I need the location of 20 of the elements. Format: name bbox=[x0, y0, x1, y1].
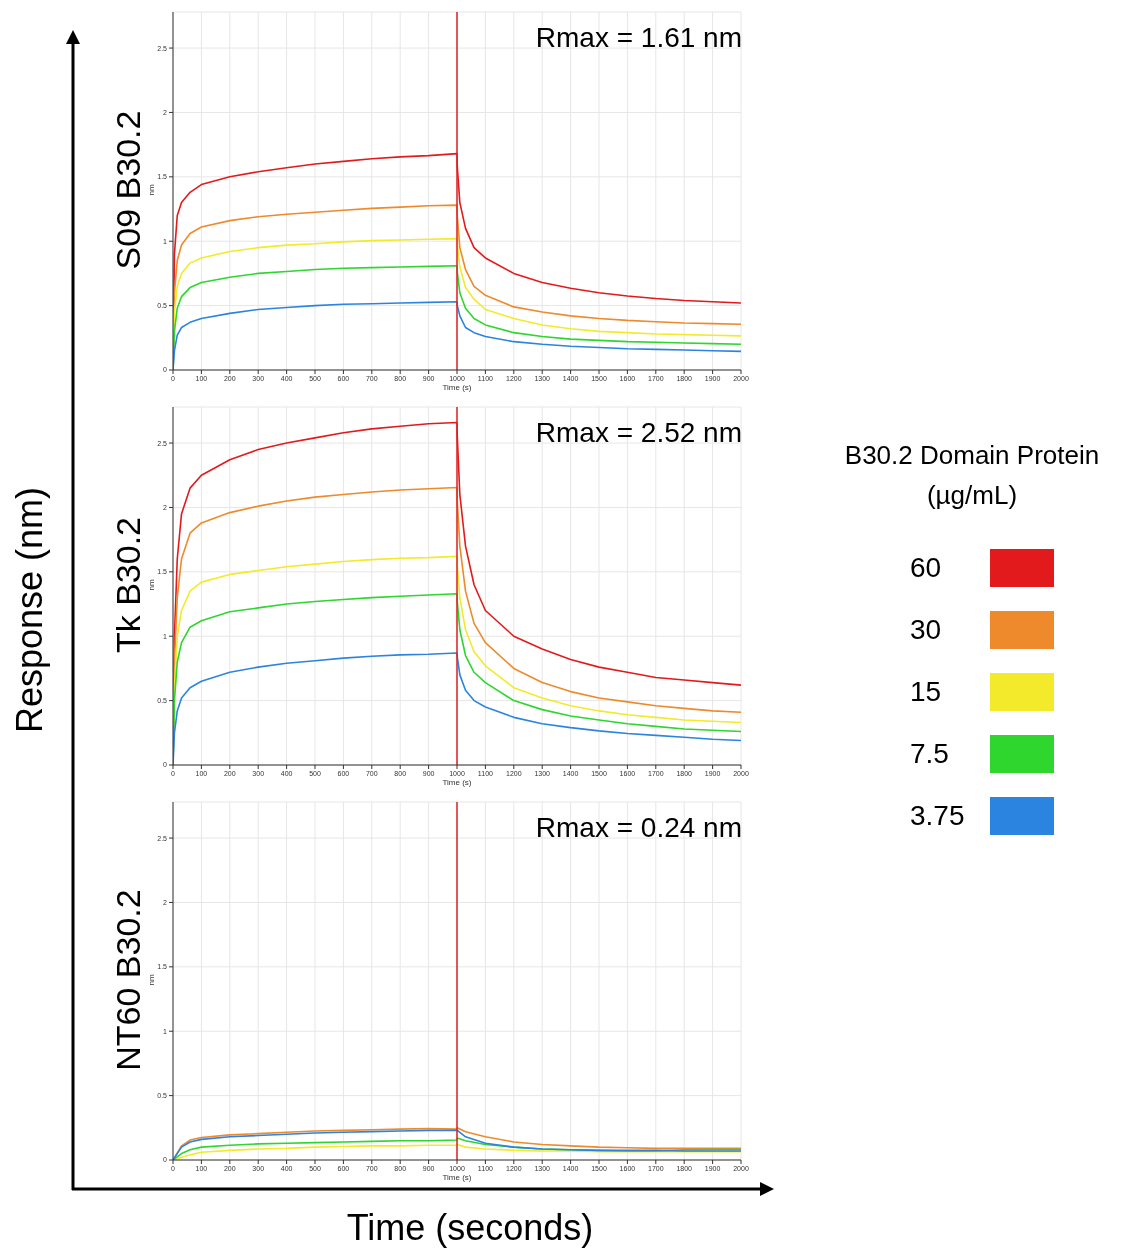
text: Response (nm) bbox=[9, 486, 51, 734]
legend-label: 3.75 bbox=[910, 800, 966, 832]
x-axis-title: Time (s) bbox=[442, 383, 472, 393]
annotation: Rmax = 0.24 nm bbox=[535, 812, 742, 844]
annotation: Rmax = 2.52 nm bbox=[535, 417, 742, 449]
text: Tk B30.2 bbox=[108, 516, 148, 654]
x-axis-title: Time (s) bbox=[442, 1173, 472, 1183]
y-axis-title: nm bbox=[147, 184, 157, 196]
x-axis-title: Time (s) bbox=[442, 778, 472, 788]
legend-title: B30.2 Domain Protein (µg/mL) bbox=[843, 439, 1101, 512]
legend-label: 30 bbox=[910, 614, 943, 646]
annotation: Rmax = 1.61 nm bbox=[535, 22, 742, 54]
text: Time (seconds) bbox=[346, 1207, 594, 1249]
y-axis-title: nm bbox=[147, 974, 157, 986]
y-axis-title: nm bbox=[147, 579, 157, 591]
text: NT60 B30.2 bbox=[108, 889, 148, 1071]
legend-label: 60 bbox=[910, 552, 943, 584]
legend-label: 15 bbox=[910, 676, 943, 708]
legend-label: 7.5 bbox=[910, 738, 950, 770]
text: S09 B30.2 bbox=[108, 110, 148, 270]
